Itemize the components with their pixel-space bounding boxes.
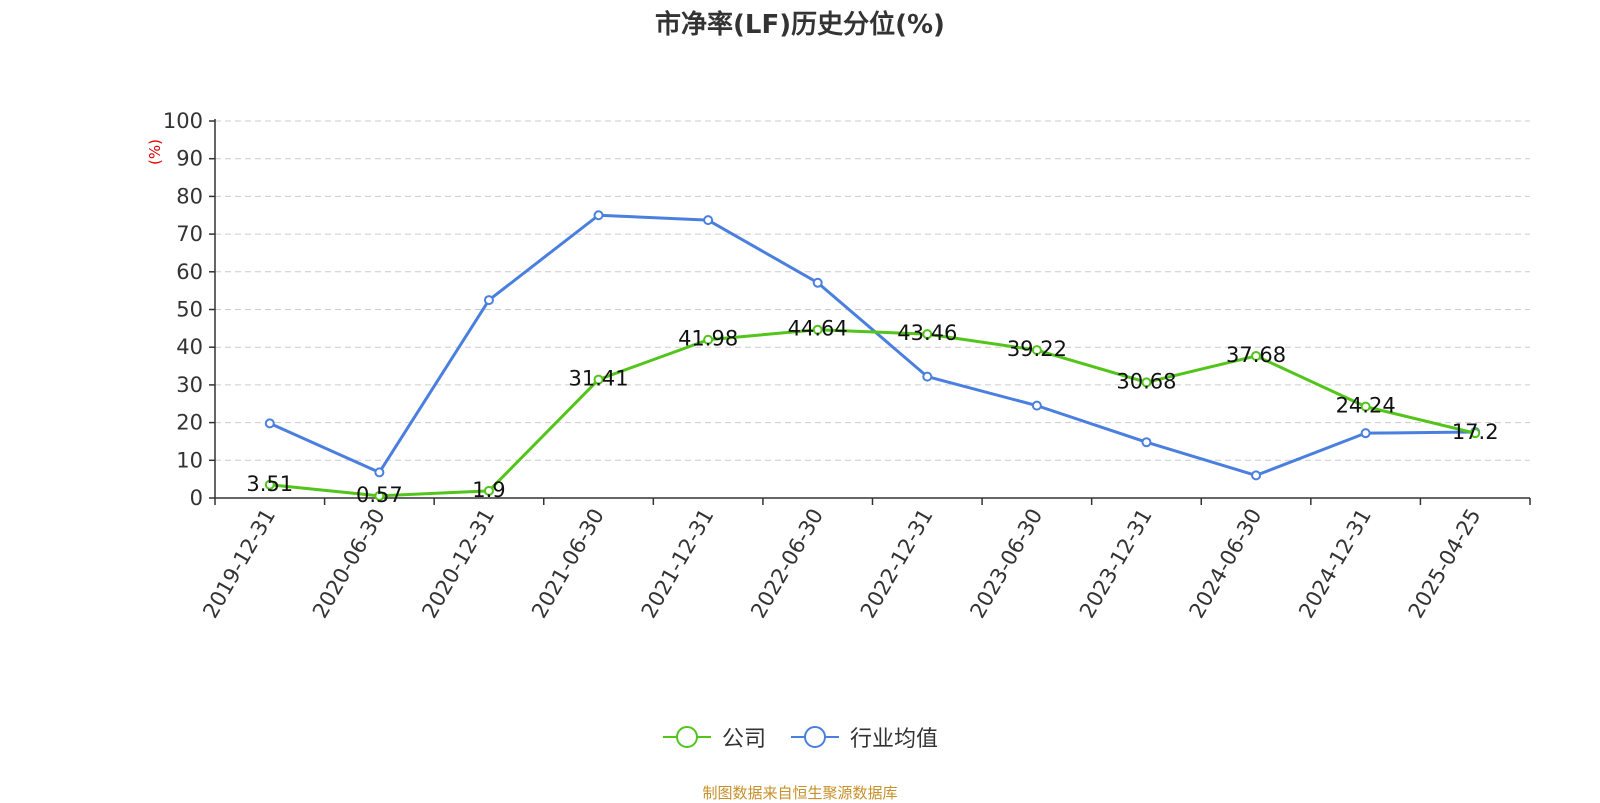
legend-swatch-industry xyxy=(791,726,839,748)
y-tick-label: 10 xyxy=(176,448,203,472)
data-labels: 3.51 0.57 1.9 31.41 41.98 44.64 43.46 39.22 30.6… xyxy=(246,317,1498,507)
industry-data-point[interactable] xyxy=(1360,428,1371,439)
source-note: 制图数据来自恒生聚源数据库 xyxy=(702,784,898,802)
y-tick-label: 50 xyxy=(176,298,203,322)
industry-data-point[interactable] xyxy=(1031,400,1042,411)
y-tick-label: 30 xyxy=(176,373,203,397)
industry-data-point[interactable] xyxy=(812,277,823,288)
company-data-label: 3.51 xyxy=(246,472,293,496)
legend-label-industry: 行业均值 xyxy=(850,727,939,752)
industry-data-point[interactable] xyxy=(703,215,714,226)
x-tick-label: 2021-12-31 xyxy=(637,505,719,623)
company-data-point[interactable] xyxy=(1251,350,1262,361)
y-tick-label: 100 xyxy=(163,109,203,133)
company-data-label: 0.57 xyxy=(356,483,403,507)
chart-title: 市净率(LF)历史分位(%) xyxy=(655,10,945,40)
company-data-label: 39.22 xyxy=(1007,337,1067,361)
series-lines xyxy=(264,210,1481,501)
company-data-label: 43.46 xyxy=(897,321,957,345)
legend: 公司 行业均值 xyxy=(0,722,1600,752)
x-tick-label: 2021-06-30 xyxy=(527,505,609,623)
company-data-point[interactable] xyxy=(922,329,933,340)
company-data-point[interactable] xyxy=(1470,428,1481,439)
legend-label-company: 公司 xyxy=(721,727,766,752)
company-data-label: 44.64 xyxy=(788,317,848,341)
company-data-point[interactable] xyxy=(703,334,714,345)
x-tick-label: 2024-12-31 xyxy=(1294,505,1376,623)
x-tick-label: 2025-04-25 xyxy=(1404,505,1486,623)
y-tick-label: 90 xyxy=(176,147,203,171)
company-data-label: 41.98 xyxy=(678,327,738,351)
legend-swatch-circle xyxy=(804,726,826,748)
legend-item-industry[interactable]: 行业均值 xyxy=(790,721,938,753)
grid-lines xyxy=(215,120,1530,461)
industry-data-point[interactable] xyxy=(264,418,275,429)
x-tick-label: 2024-06-30 xyxy=(1185,505,1267,623)
y-axis-unit-label: (%) xyxy=(146,139,164,165)
y-tick-label: 60 xyxy=(176,260,203,284)
x-tick-label: 2020-06-30 xyxy=(308,505,390,623)
legend-swatch-company xyxy=(662,726,711,748)
company-data-point[interactable] xyxy=(1360,401,1371,412)
company-data-label: 31.41 xyxy=(568,367,628,391)
legend-swatch-circle xyxy=(675,726,698,748)
axes: 0 10 20 30 40 50 60 70 80 90 100 2019-12-31 2020-06-… xyxy=(163,109,1531,623)
company-data-label: 30.68 xyxy=(1116,369,1176,393)
x-tick-label: 2023-12-31 xyxy=(1075,505,1157,623)
industry-series-line xyxy=(269,213,1476,477)
legend-item-company[interactable]: 公司 xyxy=(662,721,766,753)
company-series-line xyxy=(269,328,1476,498)
y-tick-label: 80 xyxy=(176,184,203,208)
company-data-label: 24.24 xyxy=(1336,394,1396,418)
company-data-label: 37.68 xyxy=(1226,343,1286,367)
industry-data-point[interactable] xyxy=(1141,437,1152,448)
x-tick-label: 2022-12-31 xyxy=(856,505,938,623)
company-data-point[interactable] xyxy=(593,374,604,385)
company-data-point[interactable] xyxy=(483,485,494,496)
company-data-point[interactable] xyxy=(374,490,385,501)
company-data-label: 1.9 xyxy=(472,478,505,502)
x-tick-label: 2020-12-31 xyxy=(417,505,499,623)
industry-data-point[interactable] xyxy=(374,467,385,478)
x-tick-label: 2023-06-30 xyxy=(965,505,1047,623)
industry-data-point[interactable] xyxy=(483,295,494,306)
company-data-point[interactable] xyxy=(264,479,275,490)
company-data-point[interactable] xyxy=(1141,377,1152,388)
industry-data-point[interactable] xyxy=(1251,470,1262,481)
x-tick-label: 2019-12-31 xyxy=(198,505,280,623)
company-data-point[interactable] xyxy=(812,324,823,335)
company-data-point[interactable] xyxy=(1031,345,1042,356)
industry-data-point[interactable] xyxy=(593,210,604,221)
company-data-label: 17.2 xyxy=(1452,420,1499,444)
y-tick-label: 40 xyxy=(176,335,203,359)
x-tick-label: 2022-06-30 xyxy=(746,505,828,623)
industry-data-point[interactable] xyxy=(922,371,933,382)
y-tick-label: 70 xyxy=(176,222,203,246)
y-tick-label: 0 xyxy=(190,486,203,510)
y-tick-label: 20 xyxy=(176,411,203,435)
